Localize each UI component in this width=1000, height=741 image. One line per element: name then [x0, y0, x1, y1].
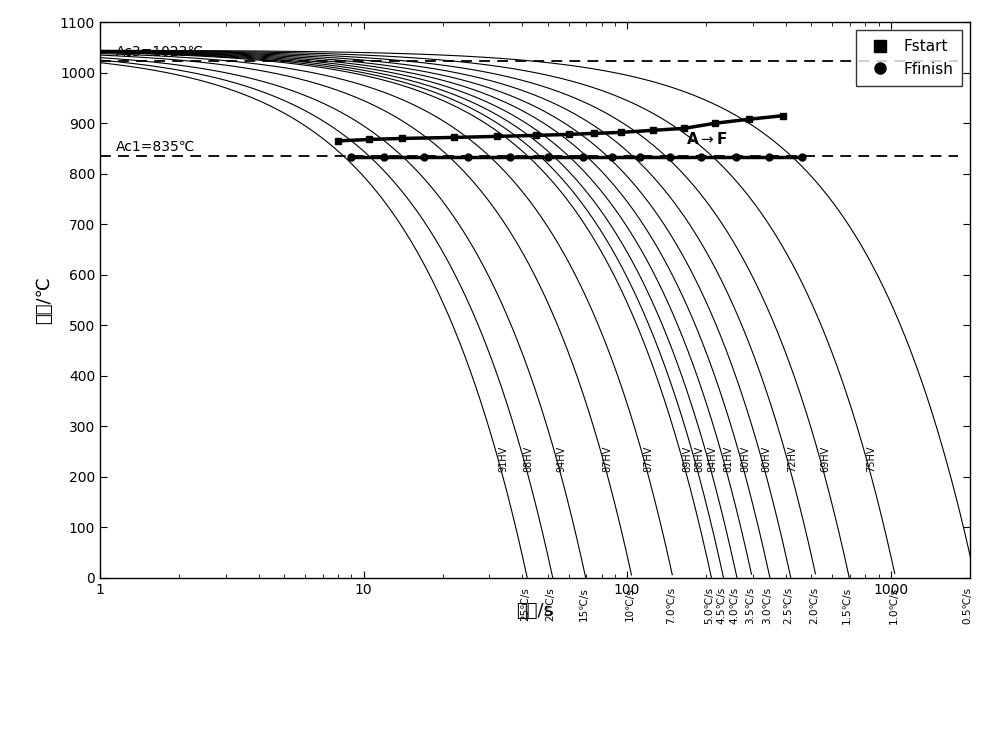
Text: Ac1=835℃: Ac1=835℃ [116, 139, 195, 153]
Text: 3.0℃/s: 3.0℃/s [763, 587, 773, 624]
Text: 88HV: 88HV [523, 445, 533, 472]
Text: 80HV: 80HV [762, 445, 772, 472]
Text: 87HV: 87HV [644, 445, 654, 472]
Text: A$\rightarrow$F: A$\rightarrow$F [686, 131, 727, 147]
Text: 0.5℃/s: 0.5℃/s [962, 587, 972, 624]
Legend: Fstart, Ffinish: Fstart, Ffinish [856, 30, 962, 86]
Text: 84HV: 84HV [708, 445, 718, 472]
Text: 2.5℃/s: 2.5℃/s [784, 587, 794, 625]
Text: 20℃/s: 20℃/s [545, 587, 555, 621]
Text: 10℃/s: 10℃/s [625, 587, 635, 621]
Text: 1.5℃/s: 1.5℃/s [842, 587, 852, 625]
Text: 94HV: 94HV [556, 445, 566, 472]
Text: 88HV: 88HV [694, 445, 704, 472]
Text: 81HV: 81HV [723, 445, 733, 472]
Text: 87HV: 87HV [603, 445, 613, 472]
Text: 5.0℃/s: 5.0℃/s [704, 587, 714, 624]
Text: 2.0℃/s: 2.0℃/s [809, 587, 819, 624]
Text: 89HV: 89HV [682, 445, 692, 472]
Text: 1.0℃/s: 1.0℃/s [888, 587, 898, 624]
Text: 72HV: 72HV [787, 445, 797, 472]
Text: 25℃/s: 25℃/s [520, 587, 530, 621]
Text: 69HV: 69HV [820, 445, 830, 472]
Text: 4.0℃/s: 4.0℃/s [730, 587, 740, 624]
Text: 91HV: 91HV [498, 445, 508, 472]
Text: 4.5℃/s: 4.5℃/s [716, 587, 726, 625]
Text: 15℃/s: 15℃/s [578, 587, 588, 621]
Text: 80HV: 80HV [741, 445, 751, 472]
X-axis label: 时间/s: 时间/s [516, 602, 554, 620]
Y-axis label: 温度/℃: 温度/℃ [35, 276, 53, 324]
Text: 3.5℃/s: 3.5℃/s [745, 587, 755, 625]
Text: Ac3=1023℃: Ac3=1023℃ [116, 44, 204, 59]
Text: 75HV: 75HV [866, 445, 876, 472]
Text: 7.0℃/s: 7.0℃/s [666, 587, 676, 624]
